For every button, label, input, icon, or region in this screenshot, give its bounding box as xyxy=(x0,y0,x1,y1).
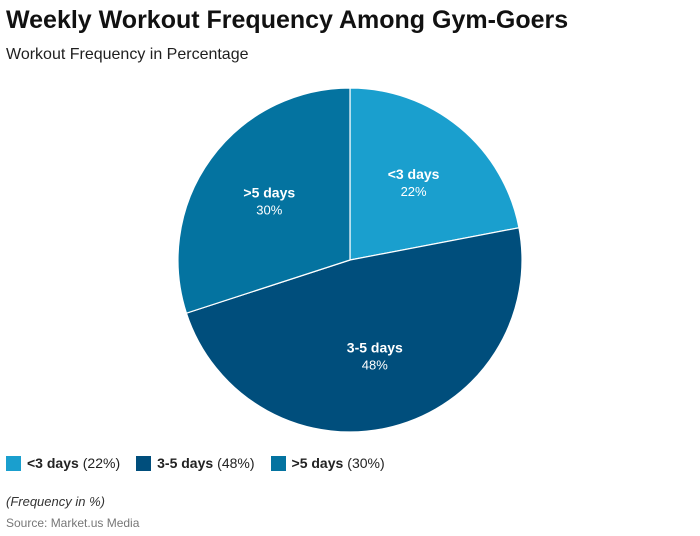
legend-item-more-than-5-days: >5 days (30%) xyxy=(270,455,385,471)
slice-label-3-5-days: 3-5 days xyxy=(347,340,403,356)
legend-swatch-less-than-3-days xyxy=(6,455,21,471)
chart-legend: <3 days (22%) 3-5 days (48%) >5 days (30… xyxy=(6,455,401,471)
legend-value-less-than-3-days: (22%) xyxy=(82,455,121,471)
pie-slice-more-than-5-days xyxy=(177,87,351,314)
legend-label-more-than-5-days: >5 days xyxy=(291,455,344,471)
pie-slice-3-5-days xyxy=(185,227,523,433)
slice-value-less-than-3-days: 22% xyxy=(401,184,427,199)
pie-slice-less-than-3-days xyxy=(349,87,520,261)
slice-value-3-5-days: 48% xyxy=(362,358,388,373)
legend-label-3-5-days: 3-5 days xyxy=(157,455,214,471)
legend-label-less-than-3-days: <3 days xyxy=(27,455,79,471)
slice-label-more-than-5-days: >5 days xyxy=(243,184,295,200)
chart-title: Weekly Workout Frequency Among Gym-Goers xyxy=(6,6,569,34)
pie-slice-labels: <3 days 22% 3-5 days 48% >5 days 30% xyxy=(243,166,439,372)
legend-value-3-5-days: (48%) xyxy=(217,455,255,471)
legend-item-less-than-3-days: <3 days (22%) xyxy=(6,455,120,471)
legend-item-3-5-days: 3-5 days (48%) xyxy=(136,455,255,471)
legend-swatch-3-5-days xyxy=(136,455,152,471)
source-credit: Source: Market.us Media xyxy=(6,516,140,530)
slice-value-more-than-5-days: 30% xyxy=(256,202,282,217)
pie-slices xyxy=(177,87,523,433)
frequency-note: (Frequency in %) xyxy=(6,494,105,509)
slice-label-less-than-3-days: <3 days xyxy=(388,166,440,182)
legend-value-more-than-5-days: (30%) xyxy=(347,455,385,471)
legend-swatch-more-than-5-days xyxy=(270,455,286,471)
chart-subtitle: Workout Frequency in Percentage xyxy=(6,46,249,63)
